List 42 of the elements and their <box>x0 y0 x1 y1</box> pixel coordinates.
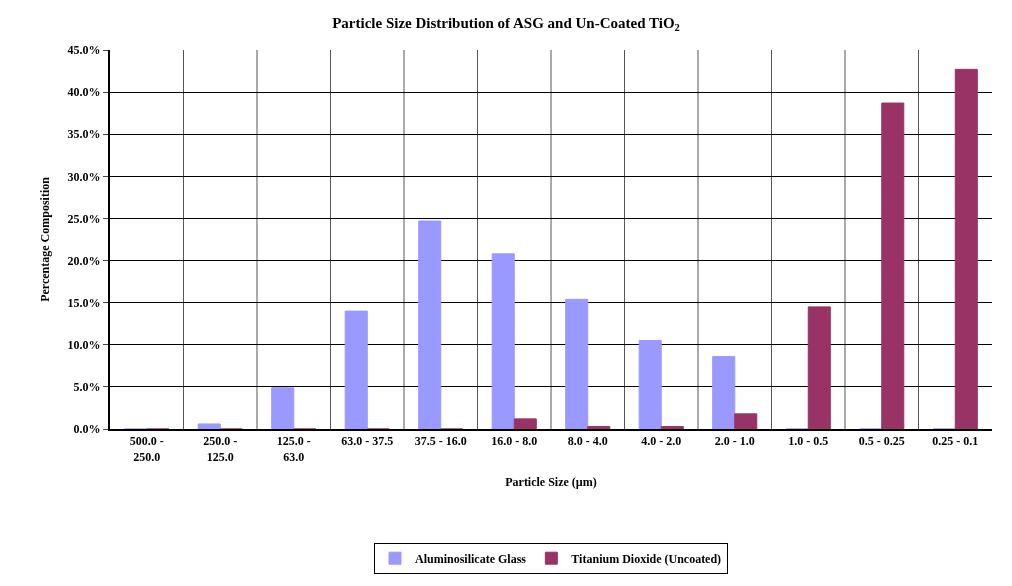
y-tick-label: 30.0% <box>67 169 101 184</box>
x-tick-label: 16.0 - 8.0 <box>491 434 538 449</box>
y-tick-label: 45.0% <box>67 43 101 58</box>
y-tick-label: 5.0% <box>73 380 101 395</box>
chart-title: Particle Size Distribution of ASG and Un-Coated TiO$_{2}$ <box>332 15 680 34</box>
bar <box>565 298 589 429</box>
y-tick-label: 15.0% <box>67 295 101 310</box>
y-tick-label: 20.0% <box>67 253 101 268</box>
y-tick-label: 0.0% <box>73 422 101 437</box>
bar <box>712 356 736 429</box>
bar <box>271 387 295 429</box>
x-tick-label: 0.5 - 0.25 <box>858 434 905 449</box>
y-axis-title: Percentage Composition <box>38 176 53 302</box>
bar <box>491 253 515 429</box>
y-tick-label: 35.0% <box>67 127 101 142</box>
bar <box>660 425 684 429</box>
bar <box>807 306 831 429</box>
bar <box>638 340 662 429</box>
x-axis-title: Particle Size (µm) <box>505 475 597 490</box>
x-tick-label: 1.0 - 0.5 <box>788 434 829 449</box>
y-tick-label: 25.0% <box>67 211 101 226</box>
bar <box>513 418 537 429</box>
x-tick-label: 37.5 - 16.0 <box>414 434 467 449</box>
x-tick-label: 4.0 - 2.0 <box>641 434 682 449</box>
x-tick-label: 500.0 - 250.0 <box>129 434 164 464</box>
x-tick-label: 125.0 - 63.0 <box>276 434 311 464</box>
y-tick-label: 10.0% <box>67 337 101 352</box>
bar <box>418 220 442 429</box>
bar <box>734 413 758 429</box>
legend-label: Titanium Dioxide (Uncoated) <box>571 551 722 566</box>
bar <box>954 68 978 429</box>
bar <box>344 310 368 429</box>
y-tick-label: 40.0% <box>67 85 101 100</box>
bar <box>587 425 611 429</box>
x-tick-label: 250.0 - 125.0 <box>203 434 238 464</box>
x-tick-label: 0.25 - 0.1 <box>932 434 979 449</box>
bar <box>881 102 905 429</box>
x-tick-label: 8.0 - 4.0 <box>567 434 608 449</box>
bar <box>197 423 221 429</box>
x-tick-label: 63.0 - 37.5 <box>341 434 394 449</box>
legend-label: Aluminosilicate Glass <box>415 551 527 566</box>
x-tick-label: 2.0 - 1.0 <box>714 434 755 449</box>
